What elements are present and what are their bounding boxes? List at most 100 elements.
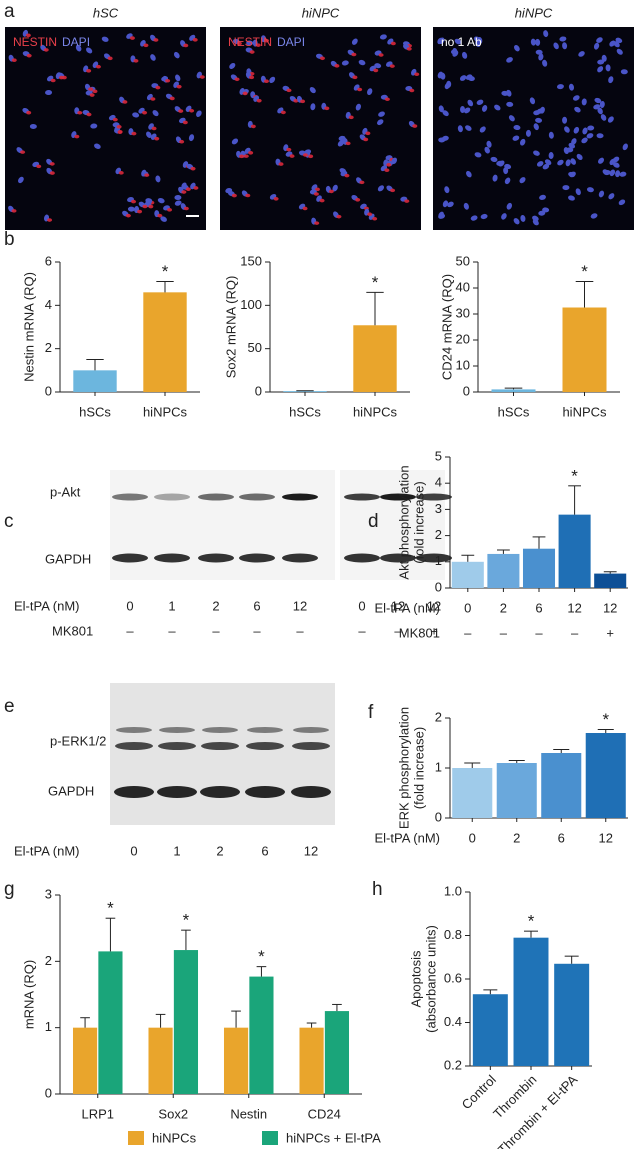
nucleus — [391, 157, 398, 165]
nucleus — [548, 152, 554, 160]
bar — [558, 514, 591, 588]
bar — [541, 753, 582, 818]
nestin-stain — [20, 150, 26, 154]
blot-band — [293, 727, 329, 733]
nestin-stain — [157, 213, 163, 218]
nucleus — [562, 42, 568, 50]
nucleus — [101, 36, 109, 42]
y-tick-label: 1 — [435, 553, 442, 568]
nucleus — [607, 116, 614, 123]
nucleus — [508, 115, 515, 122]
nucleus — [613, 162, 620, 168]
nucleus — [438, 37, 445, 45]
x-axis-label: El-tPA (nM) — [375, 600, 441, 615]
nestin-stain — [189, 108, 195, 113]
x-tick-label: 12 — [603, 600, 617, 615]
nestin-stain — [236, 41, 242, 46]
y-tick-label: 3 — [435, 501, 442, 516]
lane-label: 2 — [216, 843, 223, 858]
legend-swatch — [128, 1131, 144, 1145]
nucleus — [358, 59, 366, 66]
lane-label: 12 — [391, 598, 405, 613]
nucleus — [501, 213, 507, 220]
nucleus — [196, 110, 202, 117]
nucleus — [542, 59, 548, 67]
significance-star: * — [372, 273, 379, 292]
legend-label: hiNPCs + El-tPA — [286, 1130, 381, 1145]
blot-band — [380, 553, 416, 563]
blot-band — [245, 786, 285, 798]
blot-band — [159, 727, 195, 733]
nestin-stain — [334, 64, 340, 68]
nucleus — [440, 72, 446, 80]
blot-band — [380, 493, 416, 501]
nestin-stain — [26, 53, 32, 58]
nestin-stain — [248, 150, 254, 155]
nucleus — [459, 75, 467, 81]
nucleus — [504, 177, 511, 185]
nucleus — [564, 126, 570, 133]
nucleus — [496, 160, 504, 166]
nucleus — [246, 40, 254, 46]
y-tick-label: 6 — [45, 253, 52, 268]
nucleus — [175, 74, 181, 82]
bar — [73, 370, 117, 392]
nestin-stain — [181, 190, 187, 194]
nestin-stain — [183, 43, 189, 48]
nucleus — [173, 51, 180, 59]
blot-band — [202, 727, 238, 733]
y-tick-label: 1 — [435, 759, 442, 774]
nucleus — [538, 210, 546, 216]
nucleus — [463, 202, 469, 210]
y-tick-label: 50 — [248, 340, 262, 355]
nucleus — [533, 150, 540, 156]
y-tick-label: 150 — [240, 253, 262, 268]
nucleus — [332, 184, 338, 192]
nucleus — [501, 90, 509, 96]
nucleus — [152, 110, 159, 117]
lane-label: – — [212, 623, 220, 638]
nucleus — [29, 123, 37, 129]
blot-band — [157, 786, 197, 798]
nucleus — [442, 110, 449, 117]
nucleus — [442, 200, 449, 208]
lane-label: 1 — [168, 598, 175, 613]
nucleus — [160, 216, 167, 222]
nucleus — [520, 214, 526, 222]
significance-star: * — [602, 710, 609, 729]
nucleus — [608, 193, 615, 200]
nestin-stain — [256, 98, 262, 103]
nestin-stain — [89, 93, 95, 97]
blot-band — [247, 727, 283, 733]
bar — [472, 994, 508, 1066]
x-tick-label: Nestin — [230, 1106, 267, 1121]
x-tick-label: LRP1 — [81, 1106, 114, 1121]
nucleus — [481, 105, 488, 112]
nucleus — [513, 218, 520, 225]
image-title: hSC — [93, 5, 119, 20]
nucleus — [563, 147, 569, 155]
nestin-stain — [314, 187, 320, 192]
nucleus — [596, 133, 604, 139]
nucleus — [90, 123, 98, 129]
lane-label: 12 — [427, 598, 441, 613]
nestin-stain — [344, 173, 350, 178]
y-tick-label: 2 — [45, 953, 52, 968]
legend-swatch — [262, 1131, 278, 1145]
nucleus — [155, 175, 161, 183]
nucleus — [269, 76, 276, 84]
bar — [594, 573, 627, 588]
blot-band — [416, 493, 452, 501]
nucleus — [75, 44, 82, 52]
nucleus — [457, 125, 463, 133]
nucleus — [341, 60, 349, 66]
nestin-stain — [193, 186, 199, 190]
nestin-stain — [137, 209, 143, 214]
nestin-stain — [142, 110, 148, 115]
nucleus — [127, 206, 135, 212]
x-tick-label: hiNPCs — [353, 404, 398, 419]
nucleus — [548, 131, 554, 139]
nucleus — [465, 74, 473, 80]
bar — [98, 951, 123, 1094]
nestin-stain — [302, 153, 308, 157]
